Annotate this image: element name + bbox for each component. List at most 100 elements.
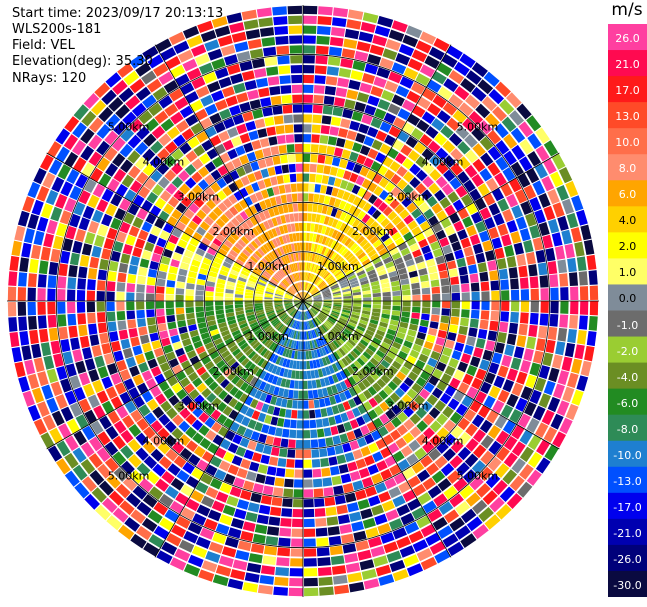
radar-gate	[303, 297, 312, 301]
radar-gate	[367, 464, 379, 476]
radar-gate	[311, 340, 316, 349]
radar-gate	[235, 307, 244, 312]
radar-gate	[312, 292, 321, 297]
radar-gate	[351, 407, 361, 418]
radar-gate	[344, 378, 352, 389]
radar-gate	[84, 493, 100, 510]
radar-gate	[448, 132, 463, 147]
radar-gate	[376, 460, 388, 472]
radar-gate	[570, 286, 579, 301]
radar-gate	[326, 446, 336, 457]
radar-gate	[272, 437, 282, 447]
radar-gate	[303, 213, 308, 222]
radar-gate	[190, 122, 204, 135]
radar-gate	[538, 221, 550, 237]
radar-gate	[414, 337, 425, 347]
radar-gate	[319, 448, 328, 458]
radar-gate	[227, 527, 242, 539]
radar-gate	[378, 491, 391, 503]
radar-gate	[14, 225, 26, 242]
radar-gate	[267, 313, 276, 319]
radar-gate	[347, 255, 356, 263]
radar-gate	[262, 147, 272, 158]
radar-gate	[399, 226, 410, 236]
radar-gate	[316, 25, 331, 35]
radar-gate	[86, 290, 96, 301]
radar-gate	[332, 435, 342, 445]
radar-gate	[367, 53, 382, 66]
radar-gate	[147, 233, 158, 245]
radar-gate	[395, 85, 410, 98]
radar-gate	[153, 501, 169, 516]
radar-gate	[195, 481, 209, 494]
radar-gate	[446, 260, 457, 270]
radar-gate	[119, 143, 134, 158]
radar-gate	[220, 378, 230, 389]
radar-gate	[308, 390, 314, 399]
radar-gate	[228, 409, 239, 420]
radar-gate	[284, 298, 293, 300]
radar-gate	[283, 278, 290, 286]
radar-gate	[209, 266, 220, 274]
radar-gate	[298, 272, 301, 281]
radar-gate	[315, 265, 321, 274]
radar-gate	[513, 242, 525, 255]
radar-gate	[335, 243, 343, 253]
radar-gate	[99, 258, 109, 270]
radar-gate	[228, 182, 238, 193]
range-ring-label: 1.00km	[247, 260, 289, 273]
radar-gate	[286, 223, 292, 233]
radar-gate	[411, 306, 421, 313]
radar-gate	[86, 301, 96, 313]
radar-gate	[141, 199, 153, 212]
radar-gate	[267, 229, 275, 239]
radar-gate	[294, 283, 299, 292]
radar-gate	[437, 86, 453, 101]
radar-gate	[454, 249, 465, 260]
radar-gate	[300, 351, 303, 360]
radar-gate	[97, 431, 111, 446]
radar-gate	[311, 274, 316, 283]
radar-gate	[188, 453, 201, 466]
radar-gate	[421, 189, 433, 201]
radar-gate	[207, 247, 217, 256]
radar-gate	[280, 256, 287, 265]
radar-gate	[418, 238, 429, 248]
radar-gate	[179, 262, 190, 271]
radar-gate	[472, 524, 489, 540]
radar-gate	[62, 238, 74, 252]
radar-gate	[207, 509, 222, 522]
radar-gate	[279, 313, 287, 320]
radar-gate	[456, 462, 470, 476]
radar-gate	[215, 309, 225, 315]
radar-gate	[116, 405, 129, 419]
radar-gate	[327, 526, 340, 536]
radar-gate	[225, 289, 234, 294]
radar-gate	[520, 301, 530, 313]
radar-gate	[351, 285, 361, 291]
radar-gate	[276, 377, 283, 386]
radar-gate	[163, 222, 174, 234]
radar-gate	[297, 282, 301, 291]
radar-gate	[303, 15, 317, 25]
radar-gate	[308, 183, 315, 193]
radar-gate	[314, 65, 327, 75]
radar-gate	[303, 301, 310, 309]
radar-gate	[358, 123, 370, 135]
radar-gate	[284, 277, 291, 285]
radar-gate	[256, 286, 265, 291]
radar-gate	[244, 298, 253, 301]
radar-gate	[479, 136, 494, 151]
radar-gate	[430, 350, 441, 361]
radar-gate	[403, 231, 414, 241]
radar-gate	[493, 375, 505, 389]
radar-gate	[383, 112, 397, 124]
radar-gate	[372, 257, 382, 265]
radar-gate	[336, 504, 348, 515]
radar-gate	[91, 345, 102, 357]
radar-gate	[237, 540, 252, 552]
radar-gate	[319, 337, 326, 346]
radar-gate	[294, 301, 303, 305]
radar-gate	[239, 273, 248, 280]
radar-gate	[356, 416, 366, 427]
